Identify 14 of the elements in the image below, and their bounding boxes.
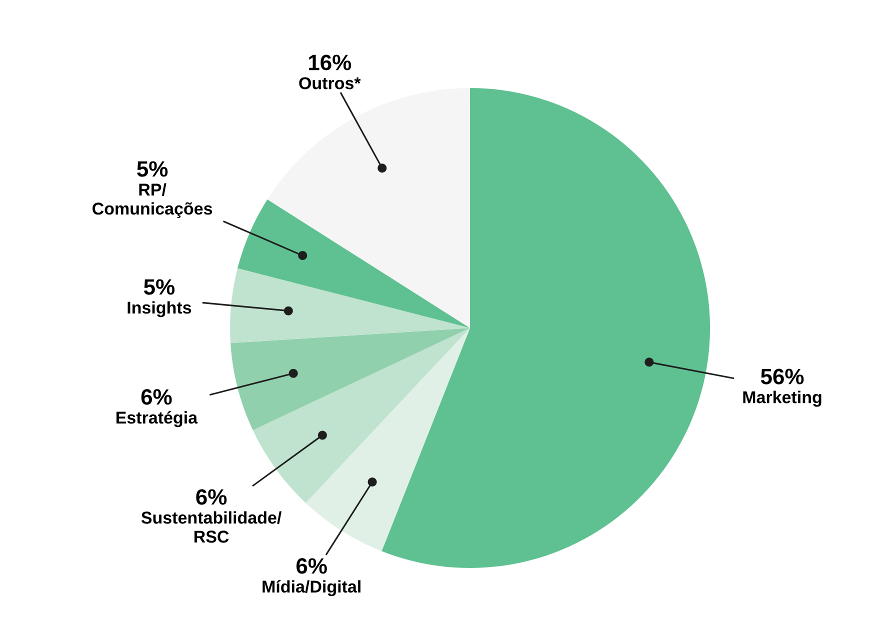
slice-label: Outros*	[299, 77, 361, 90]
data-label: 6%	[296, 558, 327, 574]
slice-label: Marketing	[743, 390, 822, 407]
data-label: 6%	[141, 389, 172, 405]
data-label: 16%	[309, 54, 352, 70]
slice-label: Estratégia	[116, 411, 198, 428]
data-label: 5%	[137, 161, 168, 177]
slice-label: Sustentabilidade/ RSC	[141, 511, 282, 543]
slice-label: RP/ Comunicações	[92, 183, 212, 218]
slice-label: Insights	[128, 301, 192, 318]
data-label: 6%	[196, 489, 227, 505]
data-label: 5%	[144, 279, 175, 295]
data-label: 56%	[760, 368, 804, 384]
slice-label: Mídia/Digital	[262, 580, 360, 596]
